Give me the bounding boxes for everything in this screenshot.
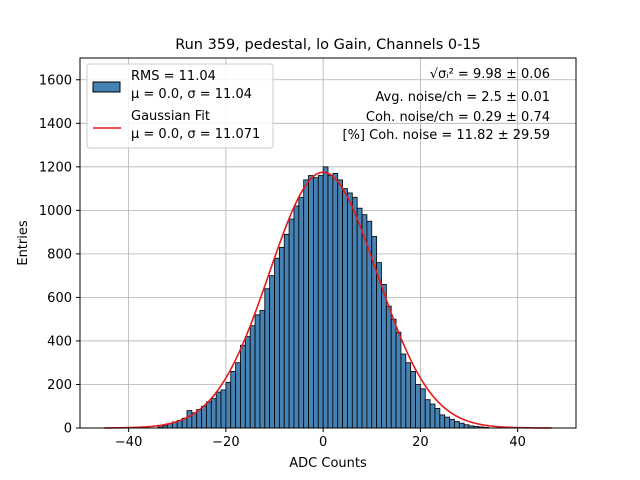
annotation-text: Avg. noise/ch = 2.5 ± 0.01	[375, 90, 550, 105]
histogram-bar	[356, 207, 363, 429]
x-tick-label: 0	[319, 435, 327, 450]
histogram-bar	[278, 246, 285, 429]
annotation-text: √σᵢ² = 9.98 ± 0.06	[430, 67, 550, 82]
histogram-bar	[385, 305, 392, 429]
histogram-bar	[249, 325, 256, 429]
x-tick-label: 40	[509, 435, 526, 450]
y-tick-label: 1400	[39, 117, 72, 132]
histogram-bar	[317, 175, 324, 429]
histogram-bar	[196, 409, 202, 429]
histogram-bar	[400, 353, 407, 429]
histogram-bar	[454, 421, 460, 429]
x-tick-label: 20	[412, 435, 429, 450]
histogram-bar	[254, 314, 261, 429]
histogram-bar	[283, 233, 290, 429]
y-tick-label: 1200	[39, 160, 72, 175]
gaussian-fit-curve	[104, 171, 552, 429]
histogram-bar	[206, 401, 212, 429]
legend: RMS = 11.04 μ = 0.0, σ = 11.04 Gaussian …	[86, 63, 274, 149]
histogram-bar	[313, 177, 319, 429]
histogram-bar	[210, 398, 217, 429]
histogram-bar	[342, 188, 348, 429]
histogram-bar	[293, 205, 300, 429]
histogram-bar	[376, 262, 382, 429]
histogram-bar	[390, 318, 397, 429]
histogram-bar	[444, 416, 450, 429]
legend-fit-label: Gaussian Fit	[131, 109, 210, 124]
histogram-bar	[240, 344, 246, 429]
histogram-bars	[157, 166, 489, 429]
legend-histogram-label: RMS = 11.04	[131, 69, 216, 84]
y-tick-label: 800	[47, 247, 72, 262]
y-tick-label: 600	[47, 291, 72, 306]
histogram-bar	[395, 331, 402, 429]
histogram-bar	[215, 391, 222, 429]
legend-frame	[86, 63, 274, 149]
legend-histogram-stats: μ = 0.0, σ = 11.04	[131, 87, 252, 102]
histogram-bar	[235, 362, 241, 429]
histogram-bar	[322, 166, 329, 429]
x-tick-label: −20	[212, 435, 239, 450]
y-tick-label: 1600	[39, 73, 72, 88]
annotation-text: [%] Coh. noise = 11.82 ± 29.59	[343, 128, 551, 143]
histogram-bar	[264, 288, 271, 429]
y-tick-label: 0	[64, 422, 72, 437]
histogram-bar	[434, 408, 441, 429]
histogram-bar	[220, 389, 227, 429]
annotation-text: Coh. noise/ch = 0.29 ± 0.74	[366, 110, 550, 125]
y-tick-label: 1000	[39, 204, 72, 219]
histogram-bar	[332, 172, 339, 429]
histogram-bar	[327, 175, 334, 429]
histogram-bar	[303, 179, 309, 429]
histogram-bar	[259, 310, 266, 429]
y-tick-label: 200	[47, 378, 72, 393]
histogram-bar	[361, 214, 368, 429]
histogram-bar	[230, 371, 237, 429]
histogram-bar	[225, 381, 232, 429]
histogram-bar	[429, 403, 436, 429]
histogram-bar	[410, 371, 416, 429]
histogram-bar	[439, 414, 446, 429]
histogram-bar	[244, 336, 251, 429]
histogram-bar	[419, 388, 426, 429]
y-tick-label: 400	[47, 334, 72, 349]
histogram-bar	[458, 422, 465, 429]
histogram-bar	[298, 196, 305, 429]
histogram-bar	[269, 275, 275, 429]
histogram-bar	[347, 192, 353, 429]
histogram-bar	[351, 196, 358, 429]
annotations: √σᵢ² = 9.98 ± 0.06 Avg. noise/ch = 2.5 ± …	[343, 67, 551, 143]
histogram-bar	[274, 257, 280, 429]
histogram-bar	[186, 410, 193, 429]
plot-frame	[79, 57, 577, 429]
histogram-bar	[449, 418, 455, 429]
chart-title: Run 359, pedestal, lo Gain, Channels 0-1…	[175, 37, 481, 53]
x-axis-label: ADC Counts	[289, 456, 367, 471]
histogram-bar	[424, 399, 431, 429]
histogram-bar	[415, 384, 421, 429]
x-axis: −40 −20 0 20 40	[115, 428, 526, 450]
y-axis: 0 200 400 600 800 1000 1200 1400 1600	[39, 73, 80, 437]
histogram-bar	[381, 283, 387, 429]
legend-fit-stats: μ = 0.0, σ = 11.071	[131, 127, 260, 142]
histogram-bar	[308, 175, 314, 429]
histogram-bar	[288, 218, 295, 429]
y-axis-label: Entries	[16, 220, 31, 266]
legend-histogram-swatch	[92, 81, 121, 93]
histogram-bar	[337, 179, 343, 429]
histogram-bar	[201, 405, 207, 429]
histogram-bar	[405, 362, 412, 429]
x-tick-label: −40	[115, 435, 142, 450]
